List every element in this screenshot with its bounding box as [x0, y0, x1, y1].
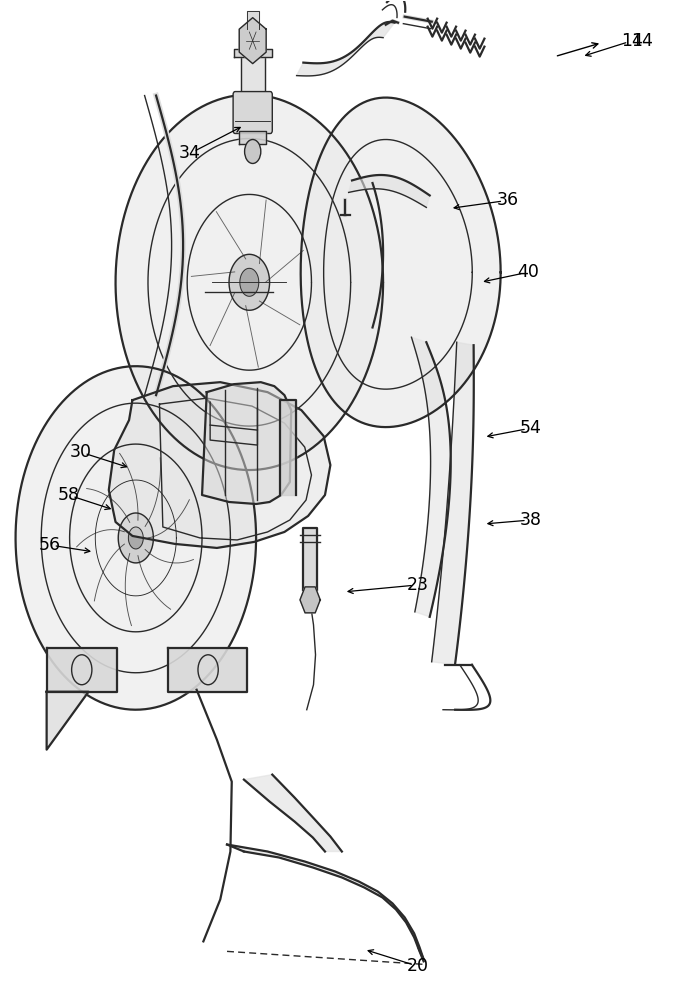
Text: 23: 23 [408, 576, 429, 594]
Polygon shape [118, 513, 154, 563]
Polygon shape [301, 98, 501, 427]
Text: 20: 20 [408, 957, 429, 975]
Polygon shape [297, 22, 395, 76]
Polygon shape [240, 268, 259, 296]
Polygon shape [234, 49, 271, 57]
Polygon shape [202, 382, 291, 504]
Polygon shape [116, 95, 383, 470]
Polygon shape [227, 845, 424, 961]
Polygon shape [47, 648, 117, 692]
Polygon shape [239, 131, 266, 144]
Polygon shape [70, 444, 202, 632]
Polygon shape [240, 53, 265, 95]
Text: 56: 56 [39, 536, 60, 554]
Polygon shape [280, 400, 296, 495]
Text: 14: 14 [631, 32, 653, 50]
Polygon shape [169, 648, 247, 692]
Text: 58: 58 [58, 486, 79, 504]
Polygon shape [412, 337, 451, 617]
Polygon shape [239, 18, 266, 64]
Text: 36: 36 [496, 191, 519, 209]
Text: 38: 38 [520, 511, 542, 529]
Text: 34: 34 [179, 144, 201, 162]
Polygon shape [47, 692, 89, 750]
Text: 14: 14 [621, 32, 643, 50]
FancyBboxPatch shape [233, 92, 272, 134]
Polygon shape [300, 587, 320, 613]
Text: 54: 54 [520, 419, 542, 437]
Polygon shape [229, 254, 269, 310]
Polygon shape [109, 382, 330, 548]
Polygon shape [303, 528, 317, 590]
Polygon shape [187, 194, 311, 370]
Circle shape [244, 140, 261, 163]
Polygon shape [129, 527, 144, 549]
Text: 40: 40 [517, 263, 539, 281]
Polygon shape [244, 775, 342, 852]
Polygon shape [432, 342, 474, 665]
Polygon shape [246, 11, 259, 29]
Text: 30: 30 [70, 443, 91, 461]
Polygon shape [349, 175, 430, 207]
Polygon shape [16, 366, 256, 710]
